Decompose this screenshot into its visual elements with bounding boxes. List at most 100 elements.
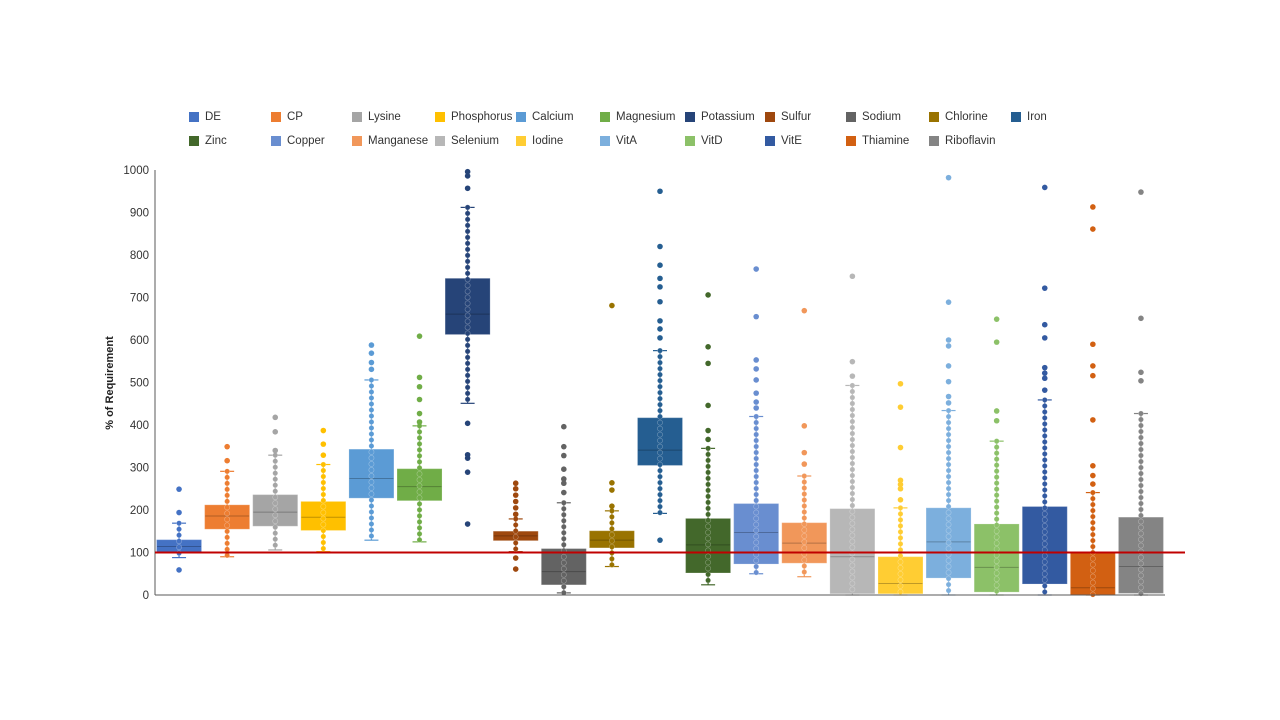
outlier-point <box>561 443 567 450</box>
legend-swatch <box>600 112 610 122</box>
data-point <box>945 563 952 570</box>
data-point <box>753 563 760 570</box>
outlier-point <box>1041 285 1048 291</box>
data-point <box>560 577 567 584</box>
data-point <box>705 475 711 482</box>
data-point <box>1041 535 1048 541</box>
data-point <box>945 473 952 480</box>
outlier-point <box>897 497 904 503</box>
outlier-point <box>897 481 904 488</box>
outlier-point <box>512 480 519 487</box>
data-point <box>464 354 471 361</box>
outlier-point <box>512 492 519 498</box>
data-point <box>1041 403 1048 409</box>
box-magnesium <box>397 333 443 543</box>
data-point <box>1041 553 1048 559</box>
data-point <box>753 479 760 486</box>
data-point <box>801 485 808 491</box>
data-point <box>801 545 808 551</box>
legend-label: Lysine <box>368 111 401 123</box>
data-point <box>945 419 952 426</box>
y-tick-label: 1000 <box>123 165 149 177</box>
data-point <box>945 413 952 420</box>
data-point <box>560 565 567 572</box>
data-point <box>801 539 808 545</box>
data-point <box>560 505 567 512</box>
data-point <box>945 437 952 444</box>
data-point <box>849 508 856 515</box>
data-point <box>1138 458 1144 465</box>
data-point <box>368 425 375 431</box>
data-point <box>897 588 904 595</box>
data-point <box>993 558 1000 565</box>
data-point <box>705 499 711 506</box>
data-point <box>368 407 375 413</box>
data-point <box>368 461 375 467</box>
data-point <box>320 515 327 522</box>
data-point <box>1138 476 1144 483</box>
data-point <box>1041 577 1048 583</box>
box-iron <box>637 188 683 543</box>
outlier-point <box>705 427 711 434</box>
data-point <box>416 452 423 459</box>
data-point <box>705 445 711 452</box>
outlier-point <box>657 243 663 250</box>
data-point <box>753 485 760 492</box>
outlier-point <box>368 342 375 348</box>
data-point <box>801 503 808 509</box>
data-point <box>416 464 423 471</box>
outlier-point <box>657 298 663 305</box>
data-point <box>368 479 375 485</box>
data-point <box>1041 439 1048 445</box>
data-point <box>1138 578 1144 585</box>
outlier-point <box>1090 363 1096 369</box>
data-point <box>897 528 904 535</box>
outlier-point <box>1041 387 1048 393</box>
outlier-point <box>801 461 808 467</box>
legend-label: Calcium <box>532 111 574 123</box>
data-point <box>753 527 760 534</box>
outlier-point <box>609 503 615 509</box>
data-point <box>1041 541 1048 547</box>
outlier-point <box>801 449 808 456</box>
data-point <box>416 482 423 489</box>
box-lysine <box>252 414 298 551</box>
data-point <box>705 565 711 572</box>
outlier-point <box>705 292 711 298</box>
data-point <box>945 431 952 438</box>
data-point <box>849 556 856 563</box>
data-point <box>464 378 471 385</box>
data-point <box>705 535 711 542</box>
data-point <box>1041 415 1048 421</box>
data-point <box>464 252 471 259</box>
outlier-point <box>945 393 952 400</box>
outlier-point <box>1090 226 1096 232</box>
data-point <box>464 264 471 271</box>
data-point <box>464 324 471 331</box>
data-point <box>1138 464 1144 471</box>
data-point <box>993 516 1000 523</box>
legend-label: Manganese <box>368 135 429 147</box>
data-point <box>657 347 663 354</box>
data-point <box>657 509 663 516</box>
data-point <box>272 452 279 459</box>
outlier-point <box>705 436 711 443</box>
legend-item-de: DE <box>189 110 221 124</box>
data-point <box>801 497 808 503</box>
outlier-point <box>753 366 759 372</box>
data-point <box>224 546 231 553</box>
outlier-point <box>416 333 423 339</box>
outlier-point <box>801 307 808 314</box>
data-point <box>1138 452 1144 459</box>
outlier-point <box>561 480 567 487</box>
legend-item-phosphorus: Phosphorus <box>435 110 512 124</box>
outlier-point <box>272 429 279 435</box>
data-point <box>993 468 1000 475</box>
data-point <box>993 582 1000 589</box>
legend-item-copper: Copper <box>271 134 325 148</box>
data-point <box>945 503 952 510</box>
data-point <box>1138 566 1144 573</box>
data-point <box>945 425 952 432</box>
legend-label: Chlorine <box>945 111 988 123</box>
data-point <box>897 534 904 541</box>
